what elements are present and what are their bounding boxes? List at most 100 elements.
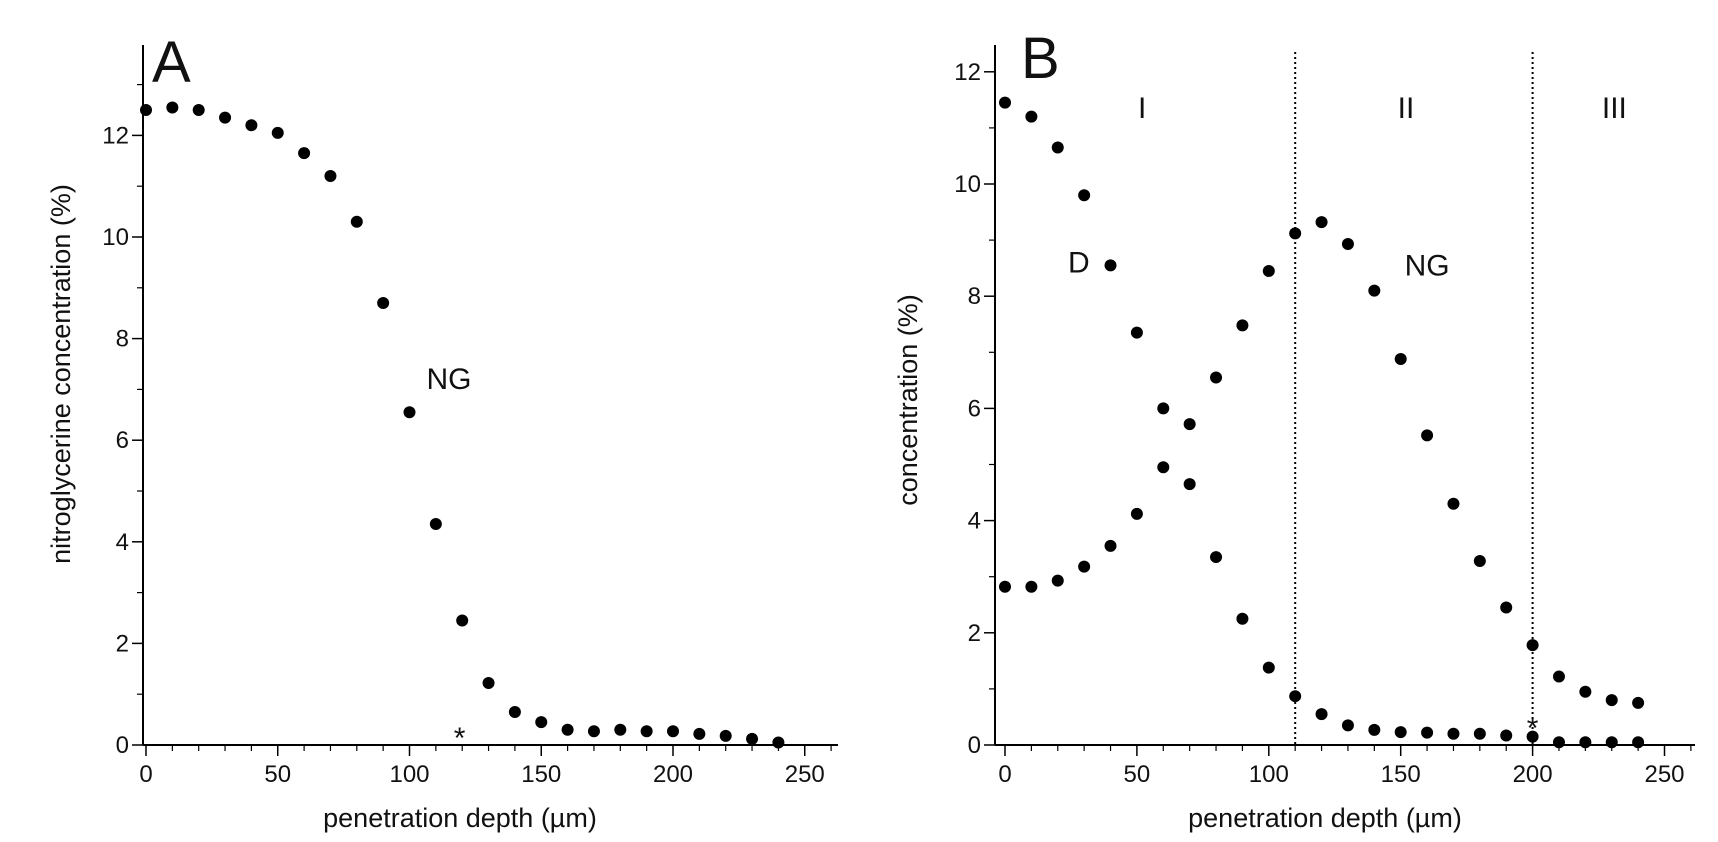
- panel-a-point-ng: [350, 215, 363, 228]
- panel-b-region-label: I: [1138, 92, 1146, 125]
- panel-b-point-d: [1130, 326, 1143, 339]
- panel-a-x-tick-label: 50: [264, 761, 291, 788]
- panel-b-point-d: [1315, 708, 1328, 721]
- panel-b-point-d: [1078, 189, 1091, 202]
- panel-b-point-d: [1500, 729, 1513, 742]
- panel-a-asterisk-annotation: *: [454, 722, 466, 755]
- panel-a-chart: A penetration depth (µm) nitroglycerine …: [46, 30, 838, 833]
- panel-a-x-tick-label: 200: [653, 761, 693, 788]
- panel-b-point-ng: [1368, 284, 1381, 297]
- panel-b-point-d: [1473, 727, 1486, 740]
- panel-b-x-tick-label: 150: [1381, 761, 1421, 788]
- panel-b-x-tick-label: 200: [1513, 761, 1553, 788]
- panel-a-x-tick-label: 100: [389, 761, 429, 788]
- panel-b-point-ng: [1210, 371, 1223, 384]
- panel-a-y-tick-label: 0: [116, 732, 129, 759]
- panel-a-x-tick-label: 250: [785, 761, 825, 788]
- panel-b-y-tick-label: 2: [968, 620, 981, 647]
- panel-a-point-ng: [772, 736, 785, 749]
- panel-b-x-tick-label: 250: [1644, 761, 1684, 788]
- panel-a-point-ng: [192, 104, 205, 116]
- panel-a-point-ng: [535, 716, 548, 729]
- panel-b-point-d: [1262, 661, 1275, 674]
- panel-b-point-ng: [1262, 264, 1275, 277]
- panel-b-point-ng: [1289, 227, 1302, 240]
- panel-a-series-annotation: NG: [427, 363, 472, 396]
- panel-b-point-d: [1421, 726, 1434, 739]
- panel-a-point-ng: [640, 725, 653, 738]
- panel-a-x-tick-label: 150: [521, 761, 561, 788]
- panel-a-point-ng: [561, 723, 574, 736]
- panel-b-series-annotation: NG: [1405, 249, 1450, 282]
- panel-a-x-tick-label: 0: [139, 761, 152, 788]
- panel-b-x-tick-label: 50: [1124, 761, 1151, 788]
- panel-b-point-ng: [999, 580, 1011, 593]
- panel-b-chart: B penetration depth (µm) concentration (…: [893, 26, 1695, 833]
- panel-b-point-ng: [1421, 429, 1434, 442]
- panel-b-y-tick-label: 6: [968, 395, 981, 422]
- panel-a-y-tick-label: 8: [116, 326, 129, 353]
- panel-b-point-d: [999, 96, 1011, 109]
- panel-b-point-ng: [1579, 685, 1592, 698]
- panel-b-point-d: [1579, 736, 1592, 749]
- panel-a-point-ng: [271, 126, 284, 139]
- panel-b-point-d: [1210, 551, 1223, 564]
- panel-b-point-ng: [1473, 554, 1486, 567]
- panel-b-point-ng: [1157, 402, 1170, 415]
- panel-b-point-ng: [1605, 694, 1618, 707]
- panel-b-region-label: II: [1398, 92, 1415, 125]
- panel-b-point-d: [1394, 726, 1407, 739]
- panel-b-x-tick-label: 0: [998, 761, 1011, 788]
- panel-b-x-axis-title: penetration depth (µm): [1188, 803, 1462, 833]
- panel-b-point-ng: [1130, 507, 1143, 520]
- panel-b-asterisk-annotation: *: [1527, 712, 1539, 745]
- panel-a-point-ng: [324, 170, 337, 183]
- panel-a-point-ng: [140, 104, 152, 116]
- panel-a-x-axis-title: penetration depth (µm): [323, 803, 597, 833]
- panel-b-point-ng: [1552, 670, 1565, 683]
- panel-a-y-tick-label: 6: [116, 427, 129, 454]
- panel-b-y-tick-label: 4: [968, 508, 981, 535]
- panel-b-y-tick-label: 0: [968, 732, 981, 759]
- panel-b-y-axis-title: concentration (%): [893, 294, 923, 506]
- panel-b-point-ng: [1500, 601, 1513, 614]
- panel-b-point-ng: [1632, 696, 1645, 709]
- panel-b-letter: B: [1021, 26, 1060, 91]
- panel-b-point-d: [1605, 736, 1618, 749]
- panel-b-y-tick-label: 8: [968, 283, 981, 310]
- panel-b-point-d: [1552, 736, 1565, 749]
- panel-a-point-ng: [719, 729, 732, 742]
- panel-b-point-ng: [1078, 560, 1091, 573]
- panel-b-point-d: [1025, 110, 1038, 123]
- panel-b-point-d: [1236, 612, 1249, 625]
- panel-b-y-tick-label: 12: [954, 59, 981, 86]
- panel-b-point-d: [1051, 141, 1064, 154]
- panel-a-y-axis-title: nitroglycerine concentration (%): [46, 184, 76, 564]
- panel-a-point-ng: [166, 101, 179, 114]
- panel-b-point-ng: [1025, 580, 1038, 593]
- panel-a-y-tick-label: 12: [102, 122, 129, 149]
- panel-b-point-d: [1104, 259, 1117, 272]
- panel-a-point-ng: [456, 614, 469, 627]
- panel-b-point-d: [1447, 727, 1460, 740]
- panel-b-point-d: [1368, 723, 1381, 736]
- panel-a-y-tick-label: 10: [102, 224, 129, 251]
- panel-b-point-d: [1157, 461, 1170, 474]
- panel-b-point-d: [1183, 478, 1196, 491]
- panel-a-point-ng: [298, 147, 311, 160]
- panel-a-point-ng: [693, 727, 706, 740]
- panel-a-point-ng: [377, 297, 390, 310]
- panel-b-point-ng: [1447, 497, 1460, 510]
- panel-b-point-d: [1632, 736, 1645, 749]
- panel-a-point-ng: [587, 725, 600, 738]
- panel-a-point-ng: [667, 725, 679, 738]
- panel-a-point-ng: [614, 723, 627, 736]
- panel-b-point-d: [1526, 730, 1539, 743]
- panel-b-series-annotation: D: [1068, 247, 1090, 280]
- panel-b-region-label: III: [1602, 92, 1627, 125]
- panel-a-point-ng: [508, 705, 521, 718]
- panel-b-point-ng: [1104, 539, 1117, 552]
- panel-a-y-tick-label: 4: [116, 529, 129, 556]
- panel-b-point-ng: [1526, 639, 1539, 652]
